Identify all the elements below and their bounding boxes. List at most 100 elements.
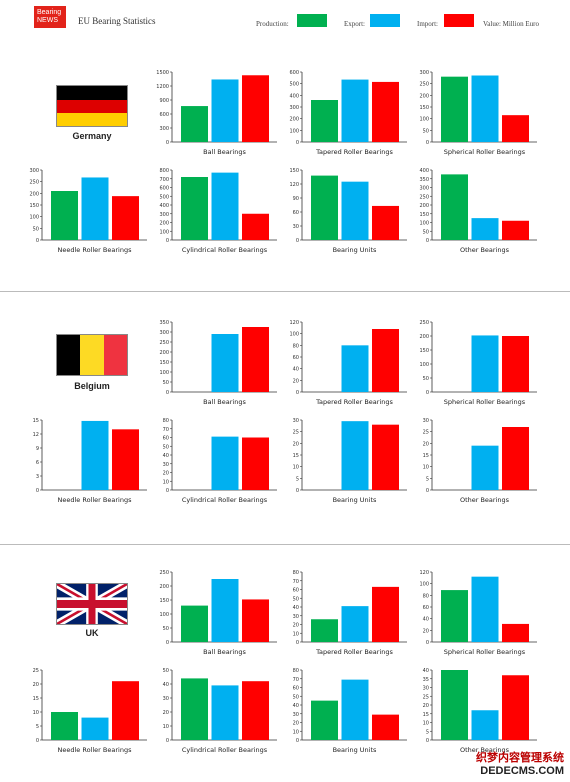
chart-germany-tapered-roller-bearings: 0 100 200 300 400 500 600 Tapered Roller Bearin…: [289, 70, 407, 156]
y-tick-label: 0: [166, 488, 169, 494]
chart-uk-cylindrical-roller-bearings: 0 10 20 30 40 50 Cylindrical Roller Bearings: [163, 668, 277, 754]
y-tick-label: 35: [423, 677, 429, 683]
y-tick-label: 200: [29, 191, 39, 197]
bar-import: [242, 599, 269, 642]
y-tick-label: 5: [296, 476, 299, 482]
section-divider: [0, 544, 570, 545]
bar-import: [372, 424, 399, 490]
uk-flag: [56, 583, 128, 625]
y-tick-label: 20: [33, 682, 39, 688]
y-tick-label: 0: [296, 738, 299, 744]
y-tick-label: 150: [419, 348, 429, 354]
y-tick-label: 0: [296, 140, 299, 146]
y-tick-label: 20: [293, 441, 299, 447]
page-title: EU Bearing Statistics: [78, 16, 156, 26]
y-tick-label: 300: [159, 330, 169, 336]
y-tick-label: 40: [293, 703, 299, 709]
y-tick-label: 600: [159, 186, 169, 192]
y-tick-label: 300: [419, 70, 429, 76]
watermark-line1: 织梦内容管理系统: [476, 752, 564, 764]
bar-export: [341, 679, 369, 740]
chart-belgium-bearing-units: 0 5 10 15 20 25 30 Bearing Units: [293, 418, 407, 504]
y-tick-label: 0: [166, 140, 169, 146]
bearing-news-logo: Bearing NEWS: [34, 6, 66, 28]
y-tick-label: 10: [293, 465, 299, 471]
y-tick-label: 30: [163, 462, 169, 468]
y-tick-label: 100: [159, 229, 169, 235]
y-tick-label: 60: [423, 605, 429, 611]
watermark-line2: DEDECMS.COM: [480, 765, 564, 777]
chart-uk-bearing-units: 0 10 20 30 40 50 60 70 80 Bearing Units: [293, 668, 407, 754]
chart-title: Bearing Units: [333, 746, 377, 754]
chart-uk-tapered-roller-bearings: 0 10 20 30 40 50 60 70 80 Tapered Roller Bearings: [293, 570, 407, 656]
y-tick-label: 30: [293, 418, 299, 424]
y-tick-label: 300: [159, 212, 169, 218]
y-tick-label: 800: [159, 168, 169, 174]
bar-export: [81, 717, 109, 740]
y-tick-label: 300: [289, 105, 299, 111]
bar-production: [181, 678, 208, 740]
y-tick-label: 0: [426, 238, 429, 244]
y-tick-label: 10: [33, 710, 39, 716]
bar-import: [112, 196, 139, 240]
y-tick-label: 3: [36, 474, 39, 480]
y-tick-label: 10: [293, 729, 299, 735]
chart-title: Cylindrical Roller Bearings: [182, 496, 268, 504]
y-tick-label: 0: [426, 488, 429, 494]
bar-export: [211, 436, 239, 490]
bar-import: [112, 429, 139, 490]
y-tick-label: 0: [166, 640, 169, 646]
y-tick-label: 20: [423, 628, 429, 634]
bar-production: [311, 700, 338, 740]
y-tick-label: 25: [423, 430, 429, 436]
y-tick-label: 10: [423, 721, 429, 727]
bar-export: [211, 79, 239, 142]
chart-title: Tapered Roller Bearings: [315, 648, 393, 656]
bar-production: [51, 712, 78, 740]
y-tick-label: 0: [426, 140, 429, 146]
y-tick-label: 25: [33, 668, 39, 674]
y-tick-label: 25: [423, 694, 429, 700]
y-tick-label: 200: [419, 93, 429, 99]
chart-germany-bearing-units: 0 30 60 90 120 150 Bearing Units: [289, 168, 407, 254]
y-tick-label: 200: [289, 117, 299, 123]
y-tick-label: 0: [166, 238, 169, 244]
chart-title: Tapered Roller Bearings: [315, 398, 393, 406]
y-tick-label: 50: [163, 668, 169, 674]
chart-title: Ball Bearings: [203, 648, 246, 656]
y-tick-label: 120: [289, 182, 299, 188]
chart-title: Cylindrical Roller Bearings: [182, 746, 268, 754]
y-tick-label: 200: [159, 221, 169, 227]
y-tick-label: 10: [293, 631, 299, 637]
y-tick-label: 400: [419, 168, 429, 174]
y-tick-label: 100: [289, 332, 299, 338]
bar-production: [441, 174, 468, 240]
bar-export: [471, 218, 499, 240]
y-tick-label: 200: [159, 584, 169, 590]
belgium-flag: [56, 334, 128, 376]
y-tick-label: 250: [159, 570, 169, 576]
y-tick-label: 250: [419, 82, 429, 88]
y-tick-label: 100: [419, 221, 429, 227]
y-tick-label: 5: [36, 724, 39, 730]
bar-import: [502, 623, 529, 642]
y-tick-label: 0: [166, 390, 169, 396]
y-tick-label: 20: [293, 721, 299, 727]
y-tick-label: 30: [163, 696, 169, 702]
y-tick-label: 40: [423, 617, 429, 623]
y-tick-label: 150: [419, 105, 429, 111]
bar-import: [502, 115, 529, 142]
bar-import: [242, 327, 269, 392]
bar-production: [441, 76, 468, 142]
y-tick-label: 70: [293, 677, 299, 683]
chart-title: Tapered Roller Bearings: [315, 148, 393, 156]
y-tick-label: 40: [163, 453, 169, 459]
bar-production: [311, 175, 338, 240]
chart-belgium-tapered-roller-bearings: 0 20 40 60 80 100 120 Tapered Roller Bearings: [289, 320, 407, 406]
y-tick-label: 0: [296, 488, 299, 494]
y-tick-label: 90: [293, 196, 299, 202]
y-tick-label: 30: [293, 712, 299, 718]
bar-export: [471, 75, 499, 142]
y-tick-label: 300: [419, 186, 429, 192]
